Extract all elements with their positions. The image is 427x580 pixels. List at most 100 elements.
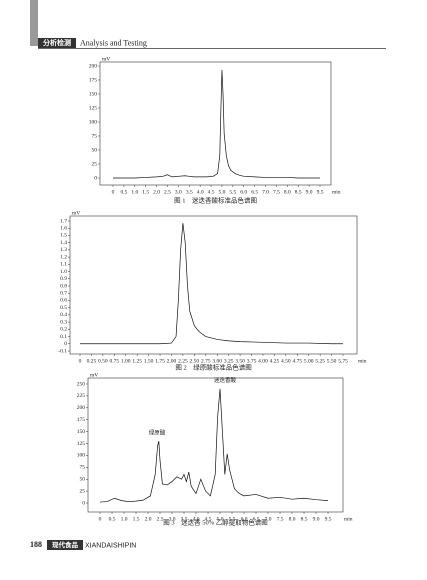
y-tick-label: 1.2	[60, 254, 67, 260]
x-tick-label: 2.0	[145, 516, 152, 522]
y-tick-label: 75	[92, 133, 98, 139]
x-tick-label: 6.0	[241, 516, 248, 522]
y-tick-label: 0.3	[60, 319, 67, 325]
plot-frame	[87, 377, 344, 513]
x-tick-label: 5.50	[327, 358, 337, 364]
section-label: 分析检测	[43, 38, 71, 47]
y-tick-label: -0.1	[58, 348, 67, 354]
y-tick-label: 0.6	[60, 298, 67, 304]
x-tick-label: 5.0	[219, 189, 226, 195]
x-tick-label: 1.5	[133, 516, 140, 522]
x-tick-label: 4.00	[258, 358, 268, 364]
x-tick-label: 2.5	[164, 189, 171, 195]
x-tick-label: 1.5	[142, 189, 149, 195]
y-tick-label: 50	[92, 147, 98, 153]
magazine-pinyin: XIANDAISHIPIN	[85, 542, 136, 549]
x-tick-label: 1.50	[144, 358, 154, 364]
y-tick-label: 1.4	[60, 240, 67, 246]
y-tick-label: 150	[89, 91, 98, 97]
x-tick-label: 2.75	[201, 358, 211, 364]
x-tick-label: 4.5	[208, 189, 215, 195]
x-tick-label: 3.0	[169, 516, 176, 522]
x-tick-label: 2.0	[153, 189, 160, 195]
figure-caption: 图 1 迷迭香酸标准品色谱图	[174, 195, 257, 204]
y-tick-label: 175	[77, 417, 86, 423]
y-tick-label: 125	[89, 105, 98, 111]
x-tick-label: 5.0	[217, 516, 224, 522]
x-tick-label: 2.50	[190, 358, 200, 364]
x-tick-label: 1.0	[131, 189, 138, 195]
side-bar	[30, 0, 38, 46]
x-axis-label: min	[344, 516, 353, 522]
y-tick-label: 1.1	[60, 262, 67, 268]
x-tick-label: 3.5	[181, 516, 188, 522]
x-tick-label: 6.5	[253, 516, 260, 522]
trace	[80, 223, 343, 345]
y-tick-label: 1.7	[60, 218, 67, 224]
x-tick-label: 5.25	[315, 358, 325, 364]
y-tick-label: 100	[89, 119, 98, 125]
y-tick-label: 250	[77, 381, 86, 387]
y-tick-label: 125	[77, 441, 86, 447]
x-tick-label: 1.25	[132, 358, 142, 364]
plot-frame	[99, 61, 332, 186]
x-tick-label: 8.0	[289, 516, 296, 522]
page-number: 188	[30, 540, 42, 549]
y-tick-label: 175	[89, 77, 98, 83]
x-tick-label: 5.5	[229, 189, 236, 195]
y-tick-label: 50	[80, 476, 86, 482]
x-tick-label: 4.0	[193, 516, 200, 522]
x-tick-label: 0.50	[98, 358, 108, 364]
x-tick-label: 0.5	[109, 516, 116, 522]
figure-caption: 图 2 绿原酸标准品色谱图	[175, 362, 251, 371]
x-tick-label: 3.5	[186, 189, 193, 195]
x-tick-label: 5.75	[338, 358, 348, 364]
x-tick-label: 3.0	[175, 189, 182, 195]
x-tick-label: 6.0	[240, 189, 247, 195]
x-tick-label: 0.5	[120, 189, 127, 195]
magazine-name: 现代食品	[52, 540, 79, 549]
x-tick-label: 9.0	[306, 189, 313, 195]
y-tick-label: 200	[89, 63, 98, 69]
y-tick-label: 0.4	[60, 312, 67, 318]
peak-annotation: 迷迭香酸	[214, 376, 237, 384]
x-tick-label: 7.0	[262, 189, 269, 195]
x-tick-label: 2.5	[157, 516, 164, 522]
x-tick-label: 4.0	[197, 189, 204, 195]
x-tick-label: 9.5	[317, 189, 324, 195]
y-tick-label: 200	[77, 405, 86, 411]
x-tick-label: 3.75	[247, 358, 257, 364]
x-tick-label: 3.25	[224, 358, 234, 364]
x-tick-label: 3.50	[235, 358, 245, 364]
y-tick-label: 150	[77, 429, 86, 435]
y-tick-label: 25	[80, 488, 86, 494]
y-axis-label: mV	[72, 210, 80, 216]
x-tick-label: 9.0	[313, 516, 320, 522]
x-tick-label: 0	[112, 189, 115, 195]
x-tick-label: 0	[79, 358, 82, 364]
x-tick-label: 9.5	[325, 516, 332, 522]
plot-frame	[69, 215, 358, 355]
x-tick-label: 0	[99, 516, 102, 522]
y-tick-label: 0.1	[60, 334, 67, 340]
x-tick-label: 7.5	[277, 516, 284, 522]
figure-caption: 图 3 迷迭香 50% 乙醇提取物色谱图	[163, 517, 268, 526]
x-tick-label: 8.0	[284, 189, 291, 195]
y-tick-label: 1.6	[60, 225, 67, 231]
x-tick-label: 2.00	[167, 358, 177, 364]
y-tick-label: 0.2	[60, 327, 67, 333]
y-tick-label: 0.9	[60, 276, 67, 282]
y-axis-label: mV	[102, 56, 110, 62]
x-tick-label: 5.00	[304, 358, 314, 364]
y-axis-label: mV	[90, 372, 98, 378]
x-tick-label: 1.75	[155, 358, 165, 364]
x-axis-label: min	[332, 189, 341, 195]
x-tick-label: 8.5	[295, 189, 302, 195]
trace	[113, 69, 320, 179]
y-tick-label: 0.7	[60, 290, 67, 296]
x-tick-label: 4.50	[281, 358, 291, 364]
x-tick-label: 1.0	[121, 516, 128, 522]
y-tick-label: 25	[92, 161, 98, 167]
x-tick-label: 0.75	[109, 358, 119, 364]
